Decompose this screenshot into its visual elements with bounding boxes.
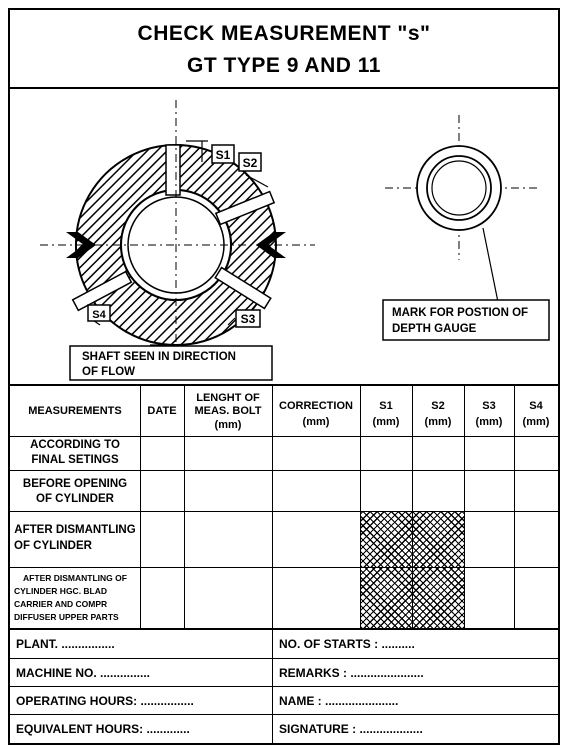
header-s2: S2: [431, 400, 445, 412]
field-name[interactable]: NAME : ......................: [279, 694, 399, 708]
field-machine-no[interactable]: MACHINE NO. ...............: [16, 666, 151, 680]
field-operating-hours[interactable]: OPERATING HOURS: ................: [16, 694, 194, 708]
row-before-opening-1: BEFORE OPENING: [22, 478, 128, 490]
row-before-opening-2: OF CYLINDER: [36, 493, 114, 505]
row-upper-parts-1: AFTER DISMANTLING OF: [23, 573, 127, 583]
header-s2-unit: (mm): [424, 416, 452, 428]
field-plant[interactable]: PLANT. ................: [16, 637, 115, 651]
shaft-diagram: S1 S2 S4 S3 SHAFT SEEN IN DIRECTION OF F…: [40, 100, 550, 381]
row-after-dismantling-2: OF CYLINDER: [14, 540, 92, 552]
header-s4-unit: (mm): [522, 416, 550, 428]
label-s3: S3: [241, 312, 256, 326]
row-after-dismantling-1: AFTER DISMANTLING: [14, 524, 136, 536]
header-s4: S4: [529, 400, 543, 412]
gauge-caption-1: MARK FOR POSTION OF: [392, 307, 528, 319]
depth-gauge: [416, 145, 502, 303]
header-date: DATE: [147, 405, 177, 417]
label-s1: S1: [216, 148, 231, 162]
header-s3: S3: [482, 400, 496, 412]
row-upper-parts-3: CARRIER AND COMPR: [14, 599, 108, 609]
row-upper-parts-2: CYLINDER HGC. BLAD: [14, 586, 108, 596]
row-final-settings-1: ACCORDING TO: [30, 439, 120, 451]
diagram-divider: [10, 384, 558, 386]
row-upper-parts-4: DIFFUSER UPPER PARTS: [14, 612, 119, 622]
gauge-caption-2: DEPTH GAUGE: [392, 323, 477, 335]
row-final-settings-2: FINAL SETINGS: [31, 454, 119, 466]
label-s2: S2: [243, 156, 258, 170]
title-line-2: GT TYPE 9 AND 11: [187, 54, 381, 77]
title-line-1: CHECK MEASUREMENT "s": [137, 22, 431, 45]
header-correction-1: CORRECTION: [279, 400, 353, 412]
label-s4: S4: [92, 309, 106, 321]
header-s1: S1: [379, 400, 393, 412]
header-bolt-1: LENGHT OF: [196, 392, 260, 404]
header-bolt-3: (mm): [214, 419, 242, 431]
field-remarks[interactable]: REMARKS : ......................: [279, 666, 424, 680]
header-s3-unit: (mm): [475, 416, 503, 428]
sheet-frame: [8, 8, 560, 745]
field-no-of-starts[interactable]: NO. OF STARTS : ..........: [279, 637, 415, 651]
field-equivalent-hours[interactable]: EQUIVALENT HOURS: .............: [16, 722, 190, 736]
title-divider: [10, 87, 558, 89]
field-signature[interactable]: SIGNATURE : ...................: [279, 722, 423, 736]
header-bolt-2: MEAS. BOLT: [194, 405, 262, 417]
header-s1-unit: (mm): [372, 416, 400, 428]
shaft-caption-2: OF FLOW: [82, 366, 135, 378]
shaft-caption-1: SHAFT SEEN IN DIRECTION: [82, 351, 236, 363]
header-measurements: MEASUREMENTS: [28, 405, 122, 417]
header-correction-2: (mm): [302, 416, 330, 428]
